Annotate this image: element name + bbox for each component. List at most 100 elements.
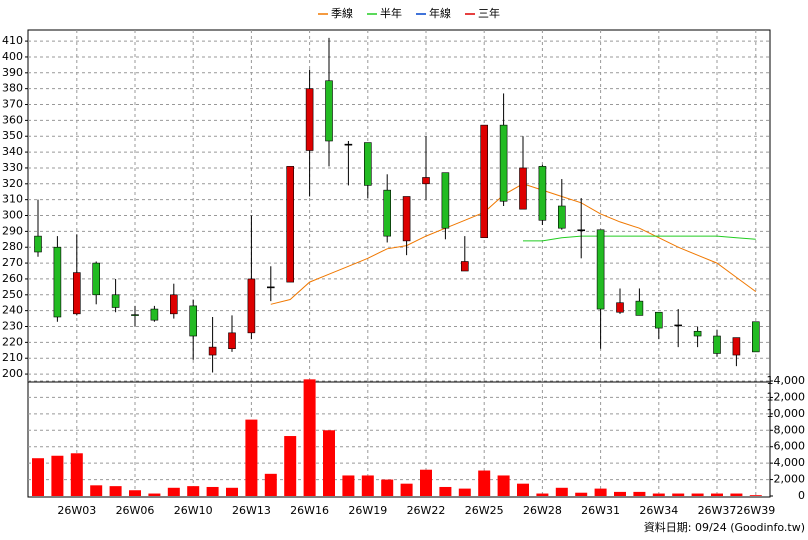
ma-line xyxy=(270,183,757,305)
y-tick-label: 210 xyxy=(2,351,23,364)
y2-tick-label: 8,000 xyxy=(774,423,806,436)
volume-bar xyxy=(400,483,413,496)
x-tick-label: 26W19 xyxy=(348,504,387,517)
candle-body xyxy=(73,272,81,315)
volume-bar xyxy=(32,458,44,496)
candle-body xyxy=(635,300,644,316)
candle-body xyxy=(208,346,217,356)
volume-bar xyxy=(70,453,83,496)
volume-bar xyxy=(381,479,394,496)
candle-body xyxy=(538,166,547,221)
y-tick-label: 400 xyxy=(2,50,23,63)
x-tick-label: 26W39 xyxy=(736,504,775,517)
y-tick-label: 260 xyxy=(2,272,23,285)
candle-body xyxy=(577,229,586,232)
ma-line xyxy=(523,235,756,242)
y-tick-label: 310 xyxy=(2,193,23,206)
candle-body xyxy=(344,143,353,146)
candle-body xyxy=(751,321,760,353)
volume-bar xyxy=(129,490,141,496)
volume-bar xyxy=(478,470,491,496)
y-tick-label: 350 xyxy=(2,129,23,142)
volume-bar xyxy=(711,493,723,496)
volume-bar xyxy=(323,430,335,496)
y2-tick-label: 12,000 xyxy=(767,390,806,403)
candle-body xyxy=(228,332,236,350)
volume-bar xyxy=(420,469,432,496)
volume-bar xyxy=(652,493,665,496)
candle-body xyxy=(596,229,605,310)
x-tick-label: 26W22 xyxy=(407,504,446,517)
candle-body xyxy=(131,314,139,316)
y2-tick-label: 6,000 xyxy=(774,440,806,453)
x-tick-label: 26W28 xyxy=(523,504,562,517)
volume-bar xyxy=(206,486,219,496)
volume-bar xyxy=(167,487,180,496)
volume-bar xyxy=(361,475,374,496)
candle-body xyxy=(189,305,197,337)
y-tick-label: 280 xyxy=(2,240,23,253)
footnote: 資料日期: 09/24 (Goodinfo.tw) xyxy=(644,520,805,534)
candle-body xyxy=(383,189,392,237)
x-tick-label: 26W37 xyxy=(698,504,737,517)
volume-bar xyxy=(284,436,297,496)
candle-body xyxy=(557,205,566,229)
volume-bar xyxy=(342,475,355,496)
y-tick-label: 390 xyxy=(2,66,23,79)
y2-tick-label: 10,000 xyxy=(767,407,806,420)
y-tick-label: 330 xyxy=(2,161,23,174)
x-tick-label: 26W06 xyxy=(116,504,155,517)
volume-bar xyxy=(536,493,549,496)
y-tick-label: 290 xyxy=(2,224,23,237)
candle-body xyxy=(422,177,430,185)
y-tick-label: 410 xyxy=(2,34,23,47)
legend-label: 年線 xyxy=(429,6,451,20)
candle-body xyxy=(732,337,741,356)
candle-body xyxy=(441,172,450,229)
volume-bar xyxy=(245,419,258,496)
candle-body xyxy=(53,246,62,318)
candle-body xyxy=(111,294,120,308)
candle-body xyxy=(713,335,721,354)
volume-bar xyxy=(730,493,743,496)
candle-body xyxy=(170,294,178,315)
volume-bar xyxy=(439,486,452,496)
volume-bar xyxy=(303,379,316,496)
candle-body xyxy=(693,330,702,337)
volume-bar xyxy=(575,492,588,496)
volume-bar xyxy=(148,493,161,496)
x-tick-label: 26W10 xyxy=(174,504,213,517)
y-tick-label: 370 xyxy=(2,98,23,111)
x-tick-label: 26W16 xyxy=(290,504,329,517)
x-tick-label: 26W34 xyxy=(639,504,678,517)
y2-tick-label: 2,000 xyxy=(774,473,806,486)
y-tick-label: 200 xyxy=(2,367,23,380)
y-tick-label: 380 xyxy=(2,82,23,95)
candle-body xyxy=(499,124,508,202)
volume-bar xyxy=(51,455,64,496)
candle-body xyxy=(402,196,411,242)
volume-bar xyxy=(517,483,529,496)
volume-bar xyxy=(749,495,762,496)
candle-body xyxy=(150,308,159,321)
y-tick-label: 270 xyxy=(2,256,23,269)
x-tick-label: 26W13 xyxy=(232,504,271,517)
candle-body xyxy=(363,142,372,186)
y-tick-label: 340 xyxy=(2,145,23,158)
volume-bar xyxy=(226,487,238,496)
x-tick-label: 26W31 xyxy=(581,504,620,517)
volume-bar xyxy=(458,488,471,496)
candle-body xyxy=(92,262,100,296)
candle-body xyxy=(34,235,42,253)
volume-bar xyxy=(672,493,685,496)
candle-body xyxy=(247,278,256,334)
volume-bar xyxy=(555,487,568,496)
x-tick-label: 26W25 xyxy=(465,504,504,517)
y-tick-label: 230 xyxy=(2,320,23,333)
volume-bar xyxy=(594,488,607,496)
volume-bar xyxy=(633,491,646,496)
legend-label: 季線 xyxy=(331,6,353,20)
candle-body xyxy=(480,124,489,239)
x-tick-label: 26W03 xyxy=(57,504,96,517)
